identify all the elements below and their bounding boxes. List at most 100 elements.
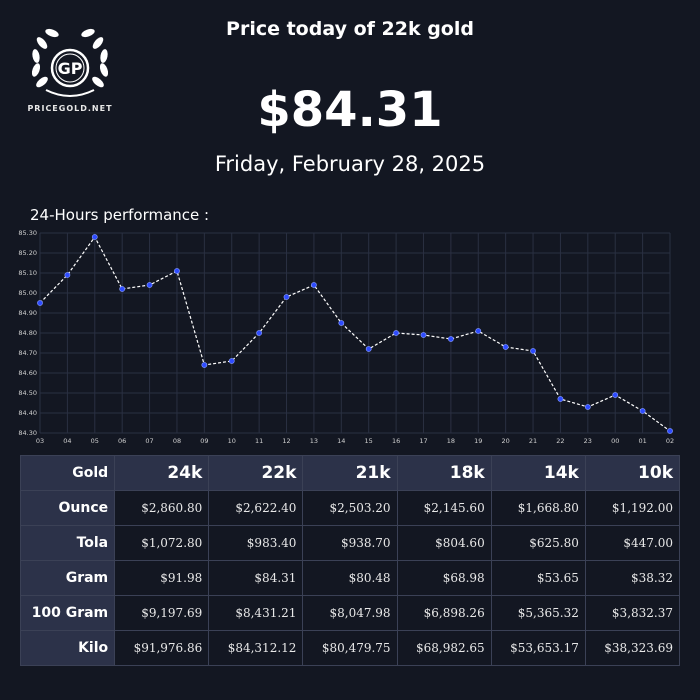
- performance-label: 24-Hours performance :: [30, 206, 210, 224]
- x-tick-label: 05: [91, 437, 99, 445]
- table-row-gram: Gram $91.98 $84.31 $80.48 $68.98 $53.65 …: [19, 560, 681, 596]
- x-tick-label: 06: [118, 437, 126, 445]
- data-point: [393, 330, 399, 336]
- x-tick-label: 10: [228, 437, 236, 445]
- x-tick-label: 01: [638, 437, 646, 445]
- data-point: [174, 268, 180, 274]
- x-tick-label: 16: [392, 437, 400, 445]
- table-cell: $38,323.69: [584, 630, 681, 666]
- row-header: Kilo: [19, 630, 116, 666]
- table-cell: $80.48: [302, 560, 398, 596]
- table-cell: $68.98: [396, 560, 492, 596]
- data-point: [612, 392, 619, 398]
- table-cell: $53,653.17: [490, 630, 586, 666]
- data-point: [584, 404, 591, 410]
- column-header-24k: 24k: [114, 455, 210, 491]
- column-header-22k: 22k: [208, 455, 304, 491]
- column-header-18k: 18k: [396, 455, 492, 491]
- table-cell: $804.60: [396, 525, 492, 561]
- row-header: Gram: [19, 560, 116, 596]
- page-title: Price today of 22k gold: [226, 18, 474, 40]
- x-tick-label: 22: [556, 437, 564, 445]
- table-cell: $1,668.80: [490, 490, 586, 526]
- y-tick-label: 85.30: [18, 229, 37, 237]
- data-point: [311, 282, 317, 288]
- table-cell: $1,072.80: [114, 525, 210, 561]
- x-tick-label: 14: [337, 437, 345, 445]
- data-point: [530, 348, 536, 354]
- table-row-kilo: Kilo $91,976.86 $84,312.12 $80,479.75 $6…: [19, 630, 681, 666]
- x-tick-label: 13: [310, 437, 318, 445]
- y-tick-label: 84.90: [18, 309, 37, 317]
- data-point: [64, 272, 71, 278]
- logo-site-name: PRICEGOLD.NET: [27, 104, 113, 113]
- x-tick-label: 08: [173, 437, 181, 445]
- x-tick-label: 09: [200, 437, 208, 445]
- table-cell: $9,197.69: [114, 595, 210, 631]
- x-tick-label: 12: [282, 437, 290, 445]
- x-tick-label: 11: [255, 437, 263, 445]
- row-header: Ounce: [19, 490, 116, 526]
- data-point: [91, 234, 98, 240]
- data-point: [37, 300, 43, 306]
- x-tick-label: 15: [365, 437, 373, 445]
- y-tick-label: 85.10: [18, 269, 37, 277]
- column-header-10k: 10k: [584, 455, 681, 491]
- table-cell: $1,192.00: [584, 490, 681, 526]
- data-point: [667, 428, 673, 434]
- table-cell: $8,431.21: [208, 595, 304, 631]
- price-date: Friday, February 28, 2025: [214, 152, 486, 176]
- site-logo[interactable]: GP PRICEGOLD.NET: [22, 22, 118, 122]
- data-point: [119, 286, 126, 292]
- data-point: [447, 336, 454, 342]
- current-price: $84.31: [257, 82, 443, 138]
- table-cell: $447.00: [584, 525, 681, 561]
- table-cell: $53.65: [490, 560, 586, 596]
- table-cell: $68,982.65: [396, 630, 492, 666]
- y-tick-label: 84.40: [18, 409, 37, 417]
- table-cell: $2,145.60: [396, 490, 492, 526]
- y-tick-label: 84.60: [18, 369, 37, 377]
- data-point: [557, 396, 564, 402]
- data-point: [228, 358, 235, 364]
- table-cell: $91.98: [114, 560, 210, 596]
- price-table: Gold 24k 22k 21k 18k 14k 10k Ounce $2,86…: [19, 455, 681, 666]
- price-chart: 85.30 85.20 85.10 85.00 84.90 84.80 84.70 84.60…: [18, 229, 674, 445]
- table-row-ounce: Ounce $2,860.80 $2,622.40 $2,503.20 $2,1…: [19, 490, 681, 526]
- table-cell: $5,365.32: [490, 595, 586, 631]
- y-tick-label: 85.00: [18, 289, 37, 297]
- table-cell: $8,047.98: [302, 595, 398, 631]
- row-header: Tola: [19, 525, 116, 561]
- table-corner-label: Gold: [19, 455, 116, 491]
- table-cell: $2,503.20: [302, 490, 398, 526]
- x-tick-label: 21: [529, 437, 537, 445]
- table-cell: $2,860.80: [114, 490, 210, 526]
- table-row-tola: Tola $1,072.80 $983.40 $938.70 $804.60 $…: [19, 525, 681, 561]
- column-header-14k: 14k: [490, 455, 586, 491]
- data-point: [256, 330, 263, 336]
- laurel-wreath-icon: GP: [31, 28, 109, 97]
- y-tick-label: 84.80: [18, 329, 37, 337]
- data-point: [502, 344, 509, 350]
- table-cell: $6,898.26: [396, 595, 492, 631]
- y-tick-label: 84.70: [18, 349, 37, 357]
- x-tick-label: 20: [502, 437, 510, 445]
- table-cell: $84,312.12: [208, 630, 304, 666]
- x-tick-label: 23: [584, 437, 592, 445]
- y-tick-label: 84.50: [18, 389, 37, 397]
- data-point: [420, 332, 427, 338]
- y-tick-label: 85.20: [18, 249, 37, 257]
- table-header-row: Gold 24k 22k 21k 18k 14k 10k: [19, 455, 681, 491]
- table-cell: $983.40: [208, 525, 304, 561]
- row-header: 100 Gram: [19, 595, 116, 631]
- table-cell: $938.70: [302, 525, 398, 561]
- data-point: [475, 328, 482, 334]
- data-point: [283, 294, 290, 300]
- table-cell: $91,976.86: [114, 630, 210, 666]
- series-line: [39, 235, 671, 432]
- x-tick-label: 03: [36, 437, 44, 445]
- data-point: [201, 362, 208, 368]
- data-point: [146, 282, 153, 288]
- logo-monogram: GP: [58, 59, 83, 78]
- y-tick-label: 84.30: [18, 429, 37, 437]
